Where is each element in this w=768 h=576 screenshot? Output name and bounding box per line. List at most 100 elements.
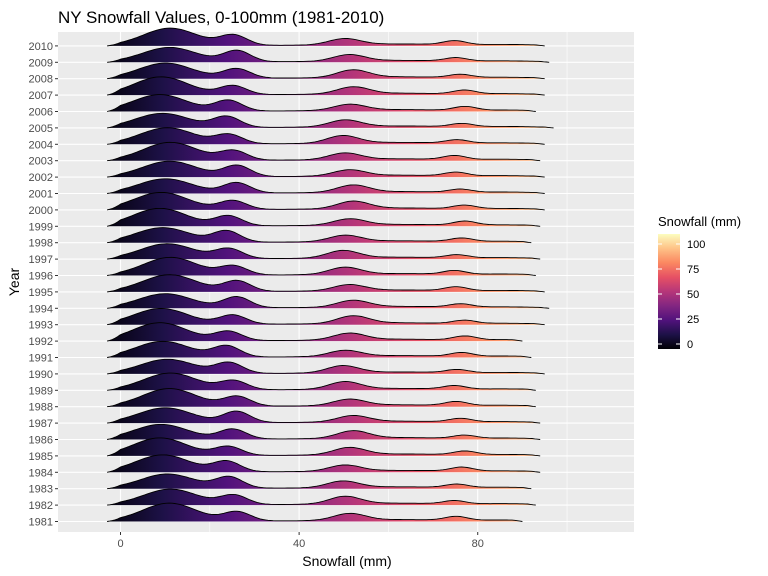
ridge-fill	[107, 489, 536, 506]
ridge-1984	[107, 454, 541, 473]
legend-colorbar	[658, 234, 680, 349]
ridge-outline	[107, 62, 545, 80]
legend-title: Snowfall (mm)	[658, 214, 741, 229]
ridge-fill	[107, 127, 545, 145]
ridge-1995	[107, 274, 545, 293]
ridge-fill	[107, 274, 545, 292]
ridge-fill	[107, 257, 536, 276]
ridge-fill	[107, 47, 550, 63]
x-tick-label: 40	[293, 538, 305, 550]
ridges	[106, 27, 554, 522]
ridge-fill	[107, 94, 536, 112]
y-tick-label: 1999	[29, 221, 53, 233]
y-axis: 1981 1982 1983 1984 1985 1986 1987 1988 1989 1990…	[29, 41, 58, 529]
ridge-1992	[106, 322, 523, 342]
ridge-fill	[107, 208, 541, 227]
ridge-fill	[107, 322, 523, 342]
y-tick-label: 1981	[29, 517, 53, 529]
ridge-2000	[106, 191, 545, 211]
y-tick-label: 1991	[29, 353, 53, 365]
y-tick-label: 2001	[29, 189, 53, 201]
ridge-1981	[107, 502, 523, 522]
y-tick-label: 1993	[29, 320, 53, 332]
ridge-outline	[107, 274, 545, 293]
legend-ticks: 0 25 50 75 100	[658, 239, 705, 351]
ridge-outline	[107, 160, 545, 178]
ridge-fill	[107, 192, 545, 210]
legend-label: 0	[687, 339, 693, 351]
ridge-fill	[107, 454, 541, 473]
ridge-2005	[107, 112, 554, 129]
y-tick-label: 1982	[29, 500, 53, 512]
ridge-outline	[107, 423, 541, 440]
ridge-1987	[107, 407, 541, 424]
y-tick-label: 2000	[29, 205, 53, 217]
ridge-fill	[107, 76, 545, 96]
y-tick-label: 1996	[29, 271, 53, 283]
ridge-fill	[107, 424, 541, 440]
ridge-2010	[107, 27, 545, 47]
y-tick-label: 1989	[29, 385, 53, 397]
ridge-2008	[107, 62, 545, 80]
y-tick-label: 1997	[29, 254, 53, 266]
y-tick-label: 2008	[29, 74, 53, 86]
ridge-outline	[106, 437, 541, 457]
ridge-1985	[106, 437, 541, 457]
ridge-outline	[107, 488, 536, 506]
ridge-outline	[107, 358, 545, 375]
ridge-2007	[106, 76, 545, 96]
y-tick-label: 1992	[29, 336, 53, 348]
y-tick-label: 2009	[29, 57, 53, 69]
ridge-fill	[107, 503, 523, 522]
ridge-1998	[107, 227, 532, 244]
ridge-2002	[107, 160, 545, 178]
ridge-outline	[107, 372, 536, 391]
y-tick-label: 2006	[29, 107, 53, 119]
ridge-1983	[107, 473, 532, 490]
y-tick-label: 2003	[29, 156, 53, 168]
legend-label: 25	[687, 314, 699, 326]
y-tick-label: 1998	[29, 238, 53, 250]
ridge-1991	[107, 340, 532, 358]
chart-title: NY Snowfall Values, 0-100mm (1981-2010)	[58, 8, 384, 27]
ridge-fill	[107, 161, 545, 178]
x-tick-label: 80	[472, 538, 484, 550]
legend-label: 75	[687, 264, 699, 276]
ridge-outline	[107, 178, 545, 194]
y-tick-label: 1987	[29, 418, 53, 430]
y-tick-label: 2002	[29, 172, 53, 184]
x-tick-label: 0	[117, 538, 123, 550]
ridge-outline	[107, 243, 541, 260]
ridge-1993	[107, 307, 545, 326]
ridge-fill	[107, 373, 536, 391]
x-axis: 0 40 80	[117, 532, 484, 550]
ridge-outline	[107, 112, 554, 129]
ridge-fill	[107, 243, 541, 260]
ridge-2001	[107, 178, 545, 194]
ridge-1986	[107, 423, 541, 440]
ridge-outline	[107, 307, 545, 326]
ridge-1990	[107, 358, 545, 375]
ridge-outline	[107, 293, 550, 309]
ridge-outline	[106, 76, 545, 96]
y-axis-label: Year	[6, 268, 22, 297]
y-tick-label: 2010	[29, 41, 53, 53]
y-tick-label: 2005	[29, 123, 53, 135]
ridge-fill	[107, 142, 541, 161]
ridge-fill	[107, 388, 536, 407]
ridge-outline	[107, 227, 532, 244]
ridge-outline	[107, 46, 550, 63]
ridge-outline	[107, 256, 536, 276]
ridge-outline	[107, 27, 545, 47]
ridge-outline	[107, 454, 541, 473]
ridge-1988	[107, 388, 536, 408]
ridge-fill	[107, 178, 545, 194]
y-tick-label: 1984	[29, 467, 53, 479]
ridge-fill	[107, 437, 541, 456]
ridge-outline	[106, 191, 545, 211]
ridge-outline	[106, 322, 523, 342]
ridge-2003	[107, 141, 541, 162]
legend-label: 100	[687, 239, 705, 251]
ridge-outline	[107, 407, 541, 424]
